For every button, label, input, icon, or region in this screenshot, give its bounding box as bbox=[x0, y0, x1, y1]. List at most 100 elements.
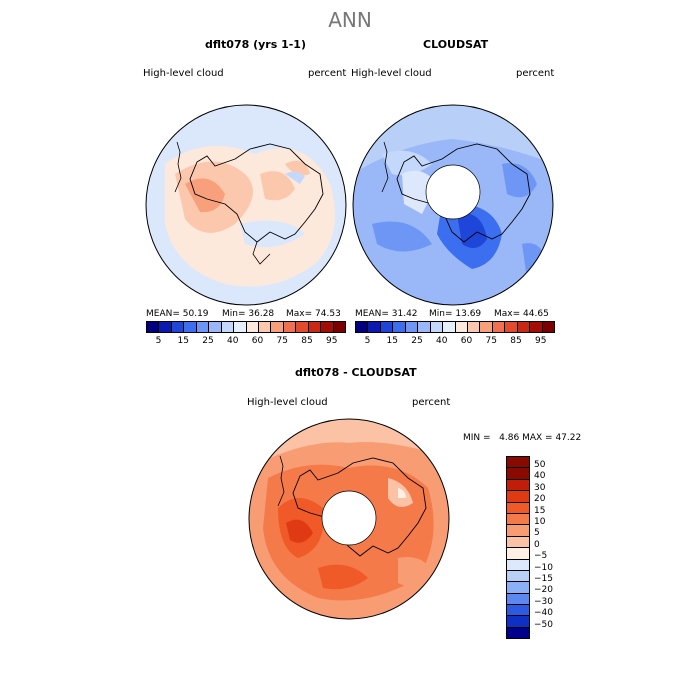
colorbar-swatch bbox=[492, 322, 506, 332]
colorbar-tick-label: 15 bbox=[386, 336, 398, 346]
colorbar-swatch bbox=[209, 322, 222, 332]
colorbar-swatch bbox=[368, 322, 381, 332]
colorbar-swatch bbox=[507, 616, 529, 628]
colorbar-swatch bbox=[507, 582, 529, 594]
colorbar-swatch bbox=[333, 322, 345, 332]
colorbar-swatch bbox=[467, 322, 481, 332]
panel2-mean-label: MEAN= bbox=[355, 309, 389, 319]
figure-title: ANN bbox=[328, 8, 372, 32]
colorbar-swatch bbox=[530, 322, 543, 332]
panel1-mean-label: MEAN= bbox=[146, 309, 180, 319]
colorbar-tick-label: 25 bbox=[411, 336, 423, 346]
colorbar-swatch bbox=[507, 627, 529, 639]
colorbar-swatch bbox=[221, 322, 235, 332]
colorbar-tick-label: −50 bbox=[534, 619, 553, 630]
colorbar-tick-label: 95 bbox=[535, 336, 547, 346]
colorbar-tick-label: 95 bbox=[326, 336, 338, 346]
colorbar-swatch bbox=[507, 513, 529, 526]
panel2-title: CLOUDSAT bbox=[423, 38, 489, 51]
colorbar-swatch bbox=[321, 322, 334, 332]
colorbar-tick-label: 5 bbox=[534, 528, 540, 539]
colorbar-tick-label: −30 bbox=[534, 596, 553, 607]
panel1-mean-value: 50.19 bbox=[182, 309, 209, 319]
panel3-max-label: MAX = bbox=[522, 433, 553, 443]
colorbar-swatch bbox=[258, 322, 272, 332]
panel3-max-value: 47.22 bbox=[555, 433, 582, 443]
colorbar-swatch bbox=[418, 322, 431, 332]
colorbar-swatch bbox=[430, 322, 444, 332]
colorbar-tick-label: 50 bbox=[534, 460, 546, 470]
colorbar-tick-label: 40 bbox=[436, 336, 448, 346]
colorbar-swatch bbox=[283, 322, 297, 332]
panel3-units: percent bbox=[412, 397, 451, 408]
panel3-min-value: 4.86 bbox=[499, 433, 520, 443]
colorbar-tick-label: 60 bbox=[460, 336, 473, 346]
colorbar-swatch bbox=[507, 536, 529, 549]
colorbar-tick-label: 0 bbox=[534, 539, 540, 550]
panel2-colorbar bbox=[355, 321, 555, 333]
colorbar-tick-label: 40 bbox=[227, 336, 239, 346]
colorbar-tick-label: 15 bbox=[177, 336, 189, 346]
colorbar-swatch bbox=[455, 322, 468, 332]
colorbar-swatch bbox=[234, 322, 247, 332]
colorbar-swatch bbox=[507, 605, 529, 617]
panel1-max-value: 74.53 bbox=[315, 309, 341, 319]
colorbar-tick-label: 5 bbox=[155, 336, 162, 346]
colorbar-tick-label: 25 bbox=[202, 336, 214, 346]
colorbar-tick-label: −15 bbox=[534, 574, 553, 585]
colorbar-tick-label: 85 bbox=[301, 336, 313, 346]
panel3-min-label: MIN = bbox=[463, 433, 491, 443]
colorbar-swatch bbox=[505, 322, 518, 332]
colorbar-tick-label: −20 bbox=[534, 585, 553, 596]
colorbar-swatch bbox=[507, 525, 529, 537]
colorbar-tick-label: 5 bbox=[364, 336, 371, 346]
panel3-colorbar-ticks: 50 40 30 20 15 10 5 0 −5 −10 −15 −20 −30 −40 −50 bbox=[534, 460, 553, 631]
colorbar-tick-label: −40 bbox=[534, 608, 553, 619]
colorbar-swatch bbox=[507, 548, 529, 560]
colorbar-swatch bbox=[507, 559, 529, 571]
colorbar-tick-label: 60 bbox=[251, 336, 264, 346]
colorbar-tick-label: 40 bbox=[534, 471, 546, 482]
colorbar-tick-label: 10 bbox=[534, 517, 546, 528]
colorbar-swatch bbox=[246, 322, 259, 332]
colorbar-swatch bbox=[507, 570, 529, 583]
panel2-variable: High-level cloud bbox=[351, 68, 432, 79]
panel2-mean-value: 31.42 bbox=[391, 309, 418, 319]
panel2-max-value: 44.65 bbox=[523, 309, 549, 319]
colorbar-swatch bbox=[147, 322, 160, 332]
colorbar-swatch bbox=[507, 491, 529, 503]
panel2-units: percent bbox=[516, 68, 555, 79]
colorbar-swatch bbox=[184, 322, 197, 332]
colorbar-tick-label: 85 bbox=[510, 336, 522, 346]
panel1-max-label: Max= bbox=[286, 309, 313, 319]
panel2-min-value: 13.69 bbox=[455, 309, 482, 319]
colorbar-swatch bbox=[507, 593, 529, 606]
colorbar-swatch bbox=[443, 322, 456, 332]
panel3-variable: High-level cloud bbox=[247, 397, 328, 408]
colorbar-swatch bbox=[171, 322, 185, 332]
colorbar-tick-label: 75 bbox=[276, 336, 288, 346]
panel2-min-label: Min= bbox=[429, 309, 453, 319]
colorbar-tick-label: 20 bbox=[534, 494, 546, 505]
panel2-max-label: Max= bbox=[494, 309, 521, 319]
panel1-colorbar bbox=[146, 321, 346, 333]
colorbar-swatch bbox=[159, 322, 172, 332]
colorbar-swatch bbox=[517, 322, 531, 332]
colorbar-swatch bbox=[296, 322, 309, 332]
colorbar-swatch bbox=[507, 479, 529, 492]
colorbar-swatch bbox=[380, 322, 394, 332]
panel3-colorbar bbox=[506, 456, 530, 640]
panel2-map bbox=[352, 104, 554, 306]
panel1-title: dflt078 (yrs 1-1) bbox=[205, 38, 306, 51]
colorbar-tick-label: 15 bbox=[534, 505, 546, 516]
colorbar-tick-label: −5 bbox=[534, 551, 548, 562]
colorbar-swatch bbox=[271, 322, 284, 332]
panel1-units: percent bbox=[308, 68, 347, 79]
panel1-min-value: 36.28 bbox=[248, 309, 275, 319]
colorbar-swatch bbox=[393, 322, 406, 332]
colorbar-swatch bbox=[480, 322, 493, 332]
panel1-min-label: Min= bbox=[222, 309, 246, 319]
colorbar-tick-label: 75 bbox=[485, 336, 497, 346]
panel3-title: dflt078 - CLOUDSAT bbox=[295, 366, 417, 379]
colorbar-swatch bbox=[507, 502, 529, 514]
